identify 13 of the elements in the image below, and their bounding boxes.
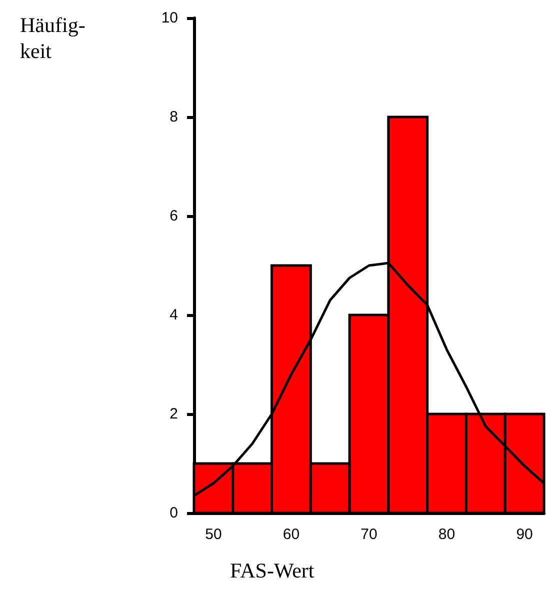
x-tick-label: 80 [438, 526, 456, 543]
y-tick-label: 8 [170, 108, 178, 126]
x-tick-label: 90 [516, 526, 533, 543]
y-tick-label: 0 [170, 504, 178, 522]
y-tick-label: 4 [170, 306, 178, 324]
x-tick-label: 70 [360, 526, 378, 543]
x-tick-label: 60 [282, 526, 300, 543]
y-tick-label: 6 [170, 208, 178, 224]
y-tick-label: 2 [170, 406, 178, 422]
y-tick-label: 10 [161, 10, 178, 26]
x-axis-title: FAS-Wert [230, 558, 314, 582]
y-axis-title: Häufig- keit [20, 13, 86, 63]
x-tick-label: 50 [205, 526, 222, 543]
